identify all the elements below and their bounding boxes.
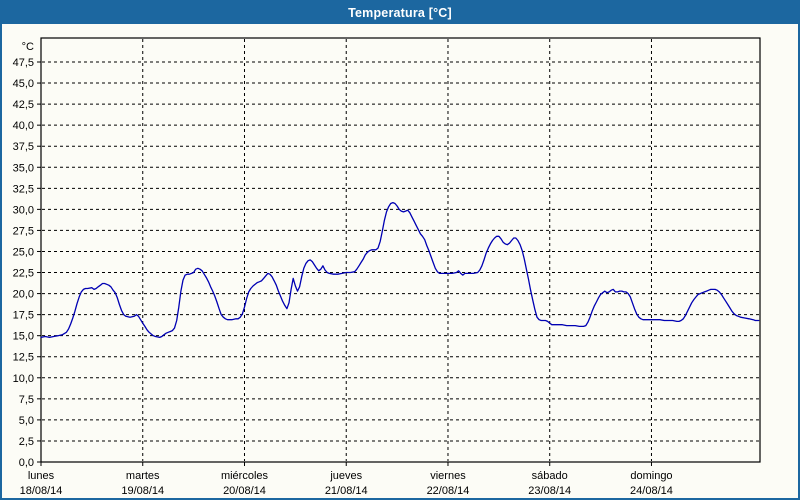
day-date-label: 19/08/14 [121, 485, 164, 497]
day-name-label: miércoles [221, 470, 269, 482]
y-tick-label: 47,5 [13, 57, 34, 69]
y-tick-label: 42,5 [13, 99, 34, 111]
temperature-line [40, 201, 760, 339]
y-tick-label: 32,5 [13, 183, 34, 195]
window-title: Temperatura [°C] [348, 6, 452, 20]
day-name-label: jueves [329, 470, 362, 482]
day-date-label: 21/08/14 [325, 485, 368, 497]
y-tick-label: 5,0 [19, 415, 34, 427]
y-tick-label: 12,5 [13, 352, 34, 364]
y-tick-label: 10,0 [13, 373, 34, 385]
day-name-label: martes [126, 470, 160, 482]
y-tick-label: 15,0 [13, 331, 34, 343]
day-name-label: sábado [532, 470, 568, 482]
window-titlebar: Temperatura [°C] [2, 2, 798, 24]
y-tick-label: 45,0 [13, 78, 34, 90]
day-date-label: 23/08/14 [528, 485, 571, 497]
day-date-label: 24/08/14 [630, 485, 673, 497]
temperature-chart: 47,5 45,0 42,5 40,0 37,5 35,0 32,5 30,0 27,5 25,0… [13, 37, 761, 497]
chart-area: 47,5 45,0 42,5 40,0 37,5 35,0 32,5 30,0 27,5 25,0… [2, 24, 798, 498]
day-name-label: viernes [430, 470, 466, 482]
day-name-label: domingo [630, 470, 672, 482]
y-axis-unit-label: °C [22, 41, 34, 53]
y-tick-label: 27,5 [13, 225, 34, 237]
day-date-label: 18/08/14 [20, 485, 63, 497]
y-tick-label: 22,5 [13, 268, 34, 280]
y-tick-label: 30,0 [13, 204, 34, 216]
y-tick-label: 2,5 [19, 436, 34, 448]
y-tick-label: 37,5 [13, 141, 34, 153]
day-date-label: 22/08/14 [427, 485, 470, 497]
y-tick-label: 20,0 [13, 289, 34, 301]
y-tick-label: 25,0 [13, 246, 34, 258]
y-tick-label: 17,5 [13, 310, 34, 322]
y-tick-label: 7,5 [19, 394, 34, 406]
y-tick-label: 0,0 [19, 457, 34, 469]
day-date-label: 20/08/14 [223, 485, 266, 497]
day-name-label: lunes [28, 470, 55, 482]
plot-border [40, 37, 761, 463]
y-tick-label: 40,0 [13, 120, 34, 132]
y-tick-label: 35,0 [13, 162, 34, 174]
